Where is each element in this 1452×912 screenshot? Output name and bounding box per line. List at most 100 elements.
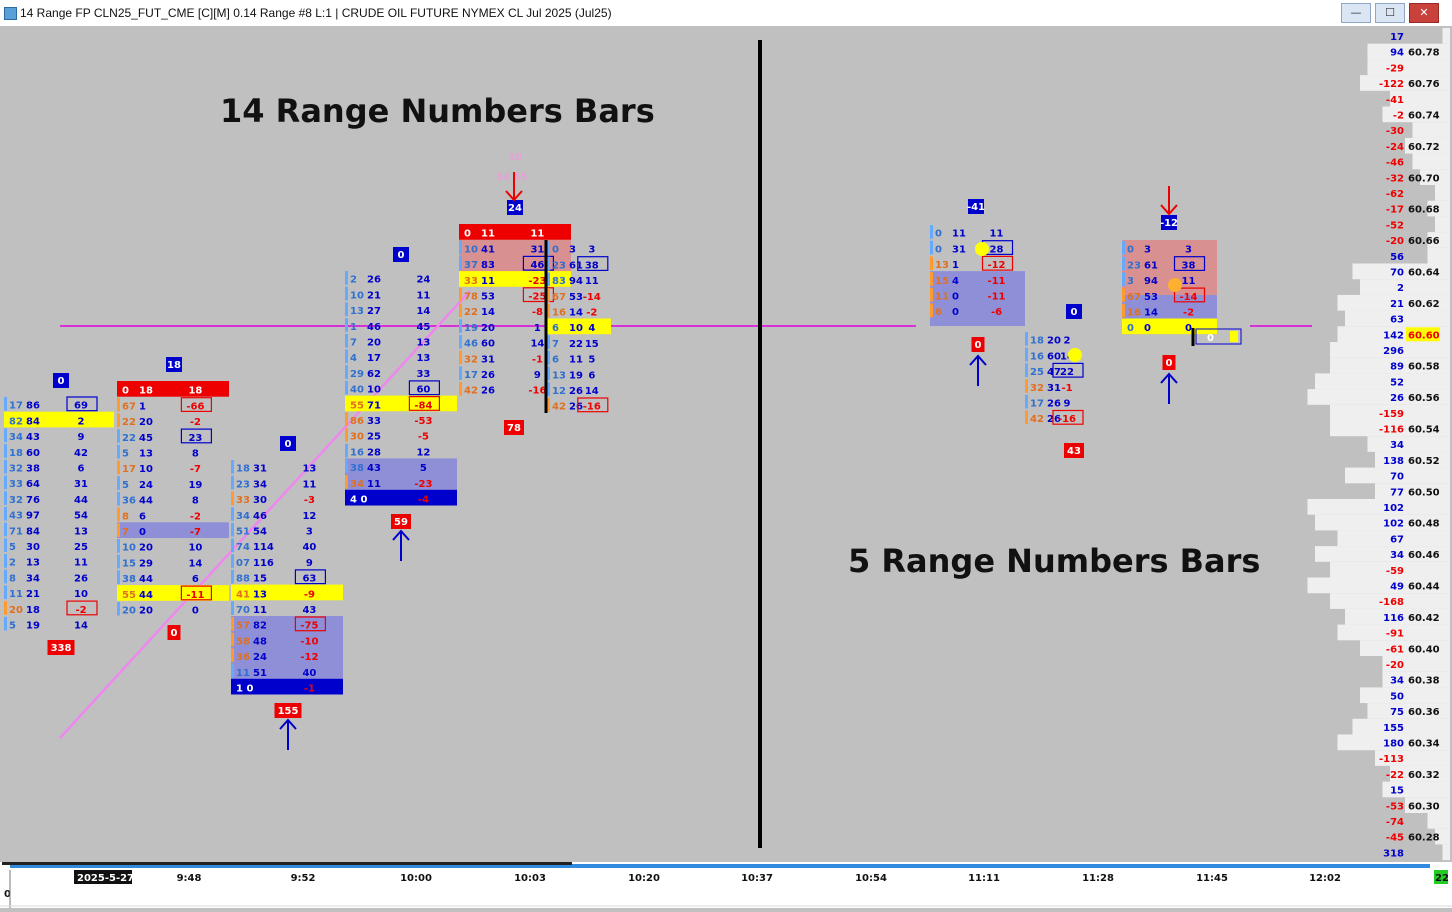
scrollbar-track[interactable] [10,864,1430,868]
ghost-sublabel: 54 65 [496,172,527,183]
bid-volume: 36 [236,652,250,663]
bid-volume: 74 [236,542,250,553]
ask-volume: 46 [253,511,267,522]
volume-tick [459,240,462,255]
bid-volume: 20 [9,605,23,616]
bid-volume: 07 [236,558,250,569]
volume-tick [1025,394,1028,409]
bid-volume: 70 [236,605,250,616]
delta-value: 43 [302,605,316,616]
bid-volume: 18 [1030,336,1044,347]
ask-volume: 83 [481,260,495,271]
volume-tick [930,287,933,302]
top-delta-label: -12 [1160,218,1178,229]
delta-value: 38 [1182,260,1196,271]
right-corner-badge [1434,870,1448,884]
delta-value: -7 [190,527,201,538]
profile-row [1315,373,1450,390]
profile-row [1337,624,1450,641]
profile-row [1337,294,1450,311]
time-axis[interactable]: 22 0 2025-5-27 9:48 9:52 10:00 10:03 10:20 10… [0,862,1452,908]
delta-value: -11 [987,276,1005,287]
volume-tick [1025,363,1028,378]
bid-volume: 67 [552,292,566,303]
volume-tick [547,398,550,412]
bid-volume: 34 [9,432,23,443]
axis-delta: -2 [1393,111,1404,122]
profile-row [1352,718,1450,735]
maximize-button[interactable]: ☐ [1375,3,1405,23]
imbalance-box [577,256,609,271]
ask-volume: 54 [253,527,267,538]
axis-delta: 2 [1397,283,1404,294]
volume-tick [231,475,234,490]
right-section-title: 5 Range Numbers Bars [848,542,1260,580]
volume-tick [459,319,462,333]
left-section-title: 14 Range Numbers Bars [220,92,655,130]
axis-delta: 77 [1390,487,1404,498]
scrollbar-thumb[interactable] [2,862,572,865]
low-row [345,489,457,506]
delta-value: 45 [416,322,430,333]
ask-volume: 94 [1144,276,1158,287]
bid-volume: 17 [9,401,23,412]
bid-volume: 12 [552,386,566,397]
delta-value: 28 [990,244,1004,255]
axis-delta: 49 [1390,582,1404,593]
highlight-row [117,381,229,397]
volume-tick [4,428,7,443]
ask-volume: 60 [1047,351,1061,362]
imbalance-box [981,255,1014,271]
ask-volume: 21 [26,589,40,600]
minimize-button[interactable]: — [1341,3,1371,23]
volume-tick [547,256,550,271]
volume-tick [117,554,120,569]
imbalance-box [294,616,326,632]
profile-row [1360,279,1450,295]
profile-row [1382,671,1450,688]
footprint-chart[interactable]: 14 Range Numbers Bars 5 Range Numbers Ba… [0,26,1452,862]
volume-tick [117,523,120,537]
ask-volume: 20 [481,323,495,334]
delta-value: -2 [190,417,201,428]
top-delta-badge [1066,304,1082,319]
bid-volume: 1 [350,322,357,333]
ask-volume: 33 [367,416,381,427]
volume-tick [231,569,234,584]
bid-volume: 13 [552,370,566,381]
delta-value: -23 [414,479,432,490]
poc-row [231,584,343,601]
delta-value: 69 [74,401,88,412]
poc-row [547,318,611,335]
delta-value: 9 [1064,399,1071,410]
extra-zero: 0 [1207,333,1214,344]
axis-price: 60.34 [1408,739,1440,750]
ask-volume: 30 [253,495,267,506]
imbalance-box [577,397,609,413]
ghost-label: 10 [508,152,522,163]
delta-value: -2 [1183,308,1194,319]
close-button[interactable]: ✕ [1409,3,1439,23]
delta-value: -12 [987,260,1005,271]
volume-tick [547,241,550,255]
axis-delta: 52 [1390,377,1404,388]
axis-delta: 67 [1390,534,1404,545]
delta-value: -16 [583,402,601,413]
profile-row [1375,483,1450,499]
delta-value: -84 [414,400,432,411]
volume-tick [930,240,933,255]
top-delta-badge [1161,215,1177,230]
axis-price: 60.50 [1408,487,1440,498]
trend-line[interactable] [59,290,471,739]
delta-value: 31 [74,479,88,490]
delta-value: 60 [416,385,430,396]
